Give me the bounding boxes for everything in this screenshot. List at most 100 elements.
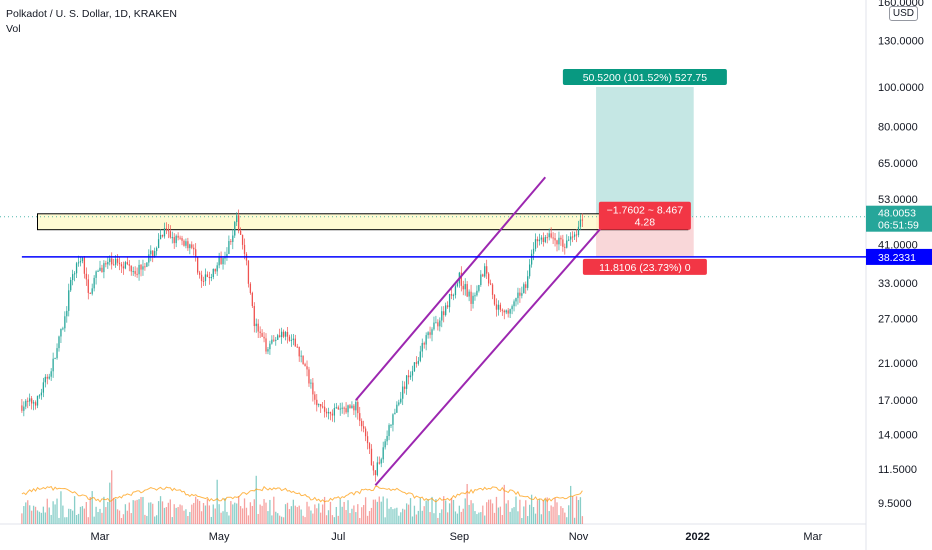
volume-bar bbox=[167, 502, 170, 524]
volume-bar bbox=[577, 500, 580, 524]
candle-body bbox=[187, 241, 189, 249]
volume-bar bbox=[355, 512, 357, 524]
volume-bar bbox=[530, 494, 533, 524]
candle-body bbox=[113, 264, 115, 266]
candle-body bbox=[443, 311, 445, 316]
candle-body bbox=[85, 273, 87, 280]
volume-bar bbox=[566, 517, 568, 524]
candle-body bbox=[359, 413, 361, 421]
candle-body bbox=[298, 346, 300, 357]
volume-bar bbox=[363, 504, 365, 524]
currency-button[interactable]: USD bbox=[888, 6, 918, 21]
volume-bar bbox=[226, 511, 228, 524]
volume-bar bbox=[384, 517, 386, 524]
time-axis-tick-label: Mar bbox=[91, 531, 110, 543]
volume-bar bbox=[46, 498, 48, 524]
candle-body bbox=[312, 382, 314, 395]
last-price-value: 48.0053 bbox=[878, 208, 916, 220]
candle-body bbox=[394, 412, 396, 415]
volume-bar bbox=[169, 499, 171, 524]
volume-bar bbox=[228, 515, 230, 524]
candle-body bbox=[581, 219, 584, 221]
volume-bar bbox=[232, 504, 234, 524]
candle-body bbox=[107, 262, 109, 265]
volume-bar bbox=[75, 515, 78, 524]
volume-bar bbox=[435, 499, 437, 524]
candle-body bbox=[439, 320, 441, 327]
candle-body bbox=[189, 244, 191, 249]
volume-bar bbox=[448, 503, 451, 524]
volume-bar bbox=[300, 509, 302, 524]
candle-body bbox=[169, 231, 171, 238]
candle-body bbox=[138, 264, 140, 275]
candle-body bbox=[257, 323, 259, 332]
volume-bar bbox=[370, 507, 373, 524]
volume-bar bbox=[525, 500, 527, 524]
candle-body bbox=[513, 301, 515, 307]
candle-body bbox=[197, 257, 199, 273]
volume-bar bbox=[540, 514, 543, 524]
volume-bar bbox=[284, 504, 287, 524]
candle-body bbox=[288, 336, 291, 341]
volume-bar bbox=[56, 498, 58, 524]
candle-body bbox=[267, 349, 269, 352]
candle-body bbox=[341, 407, 343, 409]
candle-body bbox=[460, 272, 462, 286]
volume-bar bbox=[126, 510, 128, 524]
volume-bar bbox=[486, 502, 488, 524]
candle-body bbox=[282, 331, 285, 337]
candle-body bbox=[376, 462, 378, 476]
price-axis-tick-label: 100.0000 bbox=[878, 82, 924, 94]
candle-body bbox=[234, 222, 236, 236]
volume-bar bbox=[318, 503, 320, 524]
volume-bar bbox=[468, 504, 470, 524]
volume-bar bbox=[536, 500, 539, 524]
volume-bar bbox=[27, 500, 29, 524]
volume-bar bbox=[458, 505, 461, 524]
long-position-stop-label-bg bbox=[582, 258, 707, 275]
volume-indicator-label[interactable]: Vol bbox=[6, 23, 21, 35]
candle-body bbox=[400, 398, 402, 403]
volume-bar bbox=[450, 497, 453, 524]
long-position-target-label-text: 50.5200 (101.52%) 527.75 bbox=[583, 72, 708, 84]
candle-body bbox=[573, 234, 576, 237]
candle-body bbox=[310, 382, 312, 384]
candle-body bbox=[435, 322, 437, 324]
volume-bar bbox=[144, 514, 146, 524]
candle-body bbox=[552, 237, 554, 239]
candle-body bbox=[536, 239, 539, 242]
volume-bar bbox=[140, 496, 142, 524]
candle-body bbox=[413, 362, 416, 372]
candle-body bbox=[265, 338, 267, 352]
volume-bar bbox=[505, 503, 507, 524]
volume-bar bbox=[99, 508, 101, 524]
candle-body bbox=[72, 274, 74, 280]
price-axis-tick-label: 17.0000 bbox=[878, 395, 918, 407]
candle-body bbox=[210, 277, 212, 279]
candle-body bbox=[320, 404, 322, 407]
candle-body bbox=[509, 309, 511, 314]
candle-body bbox=[183, 240, 185, 246]
volume-bar bbox=[366, 515, 369, 524]
candle-body bbox=[243, 244, 246, 255]
volume-bar bbox=[341, 506, 343, 524]
volume-bar bbox=[515, 496, 517, 524]
candle-body bbox=[427, 332, 429, 336]
volume-bar bbox=[152, 503, 154, 524]
candle-body bbox=[58, 336, 60, 349]
candle-body bbox=[60, 328, 62, 337]
volume-bar bbox=[548, 511, 550, 524]
candle-body bbox=[437, 322, 439, 327]
candle-body bbox=[333, 407, 336, 416]
volume-bar bbox=[89, 497, 91, 524]
candle-body bbox=[577, 226, 580, 236]
candle-body bbox=[404, 386, 406, 389]
volume-bar bbox=[290, 506, 293, 524]
time-axis-tick-label: Jul bbox=[331, 531, 345, 543]
volume-bar bbox=[269, 499, 271, 524]
candle-body bbox=[134, 271, 136, 274]
volume-bar bbox=[103, 496, 105, 524]
volume-bar bbox=[198, 500, 201, 524]
